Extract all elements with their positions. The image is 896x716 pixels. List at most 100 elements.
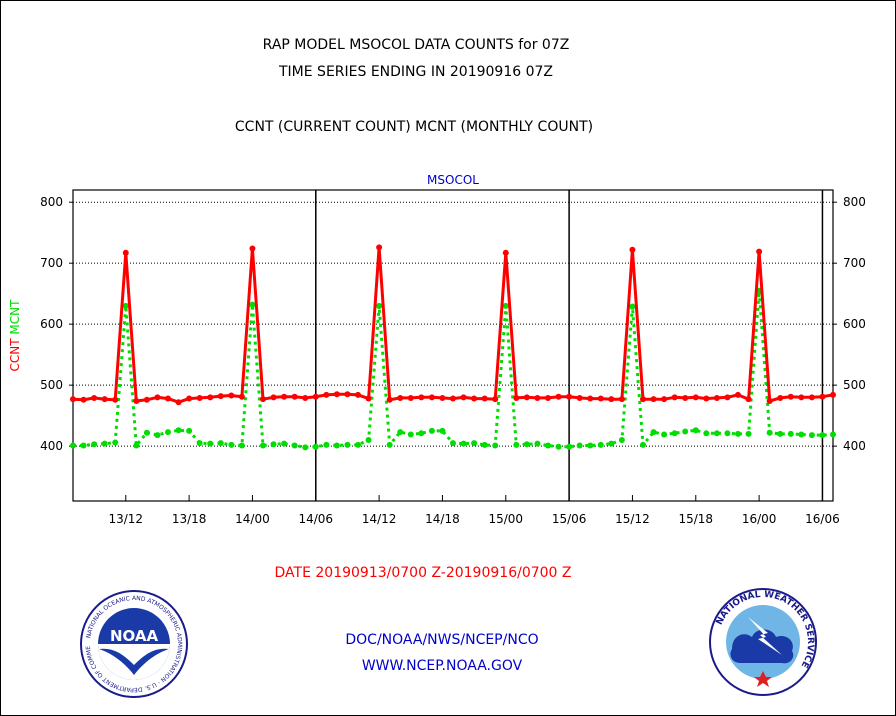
data-point-ccnt: [661, 396, 668, 403]
data-point-ccnt: [418, 394, 425, 401]
data-point-mcnt: [260, 442, 266, 449]
x-tick-label: 14/12: [362, 512, 397, 526]
data-point-mcnt: [587, 442, 594, 449]
data-point-mcnt: [713, 430, 720, 437]
data-point-ccnt: [597, 395, 604, 402]
data-point-mcnt: [682, 428, 689, 435]
data-point-mcnt: [555, 443, 562, 450]
x-tick-label: 16/06: [805, 512, 840, 526]
data-point-ccnt: [238, 393, 245, 400]
data-point-ccnt: [439, 394, 446, 401]
data-point-ccnt: [513, 394, 520, 401]
data-point-mcnt: [745, 430, 752, 437]
data-point-mcnt: [302, 444, 309, 451]
data-point-mcnt: [597, 441, 604, 448]
data-point-mcnt: [629, 303, 636, 310]
data-point-ccnt: [545, 394, 551, 401]
data-point-ccnt: [249, 245, 256, 252]
x-tick-label: 15/12: [615, 512, 650, 526]
data-point-ccnt: [186, 395, 193, 402]
y-tick-label-left: 400: [40, 439, 63, 453]
data-point-mcnt: [143, 429, 150, 436]
data-point-ccnt: [576, 394, 583, 401]
data-point-ccnt: [492, 396, 499, 403]
data-point-mcnt: [661, 431, 668, 438]
data-point-ccnt: [355, 391, 361, 398]
data-point-mcnt: [323, 441, 330, 448]
y-tick-label-left: 800: [40, 195, 63, 209]
data-point-ccnt: [397, 394, 404, 401]
data-point-ccnt: [165, 395, 171, 402]
data-point-mcnt: [766, 429, 773, 436]
data-point-mcnt: [91, 441, 98, 448]
data-point-mcnt: [154, 432, 161, 439]
data-point-mcnt: [523, 441, 530, 448]
data-point-ccnt: [365, 395, 372, 402]
data-point-mcnt: [460, 440, 467, 447]
data-point-mcnt: [608, 440, 615, 447]
plot-area: [73, 190, 833, 501]
x-tick-label: 16/00: [742, 512, 777, 526]
y-tick-label-right: 800: [843, 195, 866, 209]
data-point-mcnt: [207, 440, 214, 447]
data-point-mcnt: [165, 429, 171, 436]
x-tick-label: 13/18: [172, 512, 207, 526]
data-point-mcnt: [566, 443, 573, 450]
data-point-ccnt: [217, 393, 224, 400]
data-point-ccnt: [281, 393, 288, 400]
data-point-ccnt: [629, 246, 636, 253]
data-point-ccnt: [724, 394, 731, 401]
x-tick-label: 14/00: [235, 512, 270, 526]
data-point-ccnt: [819, 393, 826, 400]
data-point-ccnt: [260, 396, 266, 403]
y-axis-label: CCNT MCNT: [8, 299, 22, 372]
data-point-mcnt: [186, 427, 193, 434]
data-point-mcnt: [418, 430, 425, 437]
x-tick-label: 14/06: [298, 512, 333, 526]
y-axis-label-ccnt: CCNT: [8, 335, 22, 372]
data-point-ccnt: [502, 249, 509, 256]
data-point-ccnt: [101, 396, 108, 403]
data-point-mcnt: [291, 442, 298, 449]
data-point-mcnt: [312, 443, 319, 450]
data-point-mcnt: [481, 441, 488, 448]
data-point-ccnt: [112, 396, 119, 403]
date-range: DATE 20190913/0700 Z-20190916/0700 Z: [274, 565, 572, 581]
url-line: WWW.NCEP.NOAA.GOV: [361, 658, 523, 674]
data-point-ccnt: [450, 395, 456, 402]
data-point-ccnt: [703, 395, 710, 402]
data-point-ccnt: [91, 394, 98, 401]
data-point-mcnt: [397, 429, 404, 436]
data-point-mcnt: [407, 431, 414, 438]
data-point-mcnt: [133, 442, 140, 449]
data-point-mcnt: [471, 440, 478, 447]
x-tick-label: 15/00: [488, 512, 523, 526]
y-tick-label-right: 500: [843, 378, 866, 392]
data-point-mcnt: [808, 432, 815, 439]
data-point-ccnt: [376, 244, 383, 251]
data-point-ccnt: [787, 393, 794, 400]
x-tick-label: 15/06: [552, 512, 587, 526]
data-point-mcnt: [777, 430, 784, 437]
data-point-mcnt: [428, 427, 435, 434]
noaa-logo-center-text: NOAA: [110, 627, 159, 645]
data-point-mcnt: [513, 441, 520, 448]
data-point-ccnt: [523, 394, 530, 401]
data-point-ccnt: [777, 394, 784, 401]
data-point-mcnt: [281, 440, 288, 447]
x-tick-label: 15/18: [678, 512, 713, 526]
data-point-ccnt: [302, 394, 309, 401]
data-point-ccnt: [481, 395, 488, 402]
data-point-ccnt: [830, 391, 836, 398]
data-point-ccnt: [798, 394, 805, 401]
data-point-ccnt: [713, 394, 720, 401]
data-point-mcnt: [545, 442, 551, 449]
data-point-ccnt: [228, 392, 235, 399]
data-point-mcnt: [640, 441, 646, 448]
y-tick-label-left: 600: [40, 317, 63, 331]
data-point-mcnt: [830, 431, 836, 438]
data-point-mcnt: [576, 442, 583, 449]
data-point-ccnt: [745, 396, 752, 403]
data-point-ccnt: [587, 395, 594, 402]
data-point-mcnt: [650, 429, 657, 436]
